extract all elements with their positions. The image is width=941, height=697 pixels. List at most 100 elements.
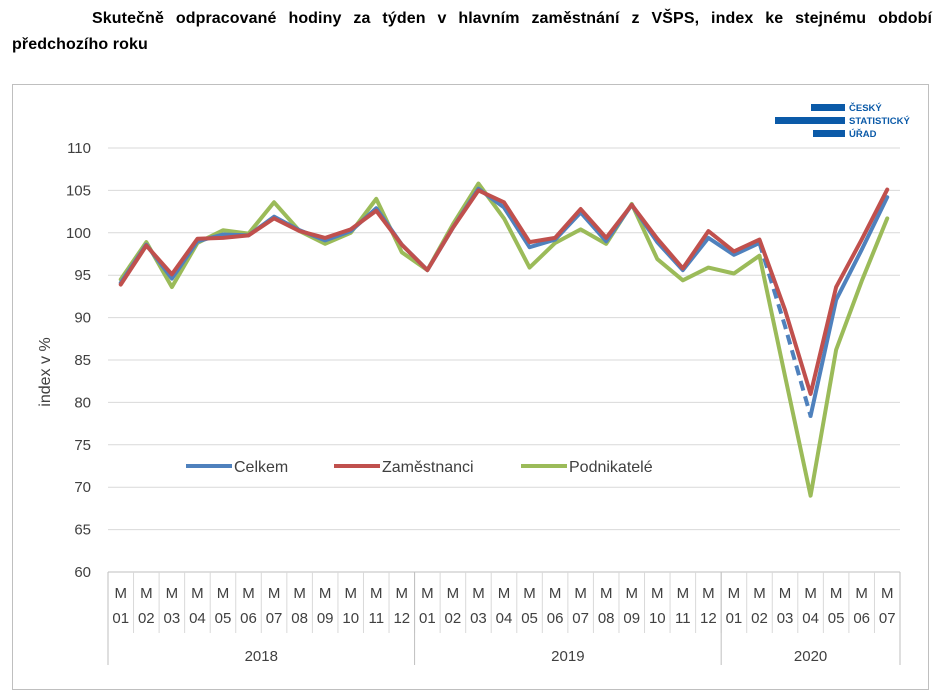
x-tick-label: 02 — [138, 610, 155, 627]
x-tick-label: 11 — [368, 610, 384, 627]
x-tick-label: 06 — [853, 610, 870, 627]
logo-text: STATISTICKÝ — [849, 115, 911, 127]
x-tick-label: 09 — [317, 610, 334, 627]
series-lines — [118, 181, 890, 498]
y-tick-label: 70 — [74, 479, 91, 496]
x-tick-label: M — [600, 585, 613, 602]
x-tick-label: 01 — [112, 610, 129, 627]
x-tick-label: 03 — [777, 610, 794, 627]
legend: Celkem Zaměstnanci Podnikatelé — [186, 459, 653, 476]
x-tick-label: M — [344, 585, 357, 602]
x-tick-label: M — [115, 585, 128, 602]
x-tick-label: M — [549, 585, 562, 602]
x-tick-label: 06 — [547, 610, 564, 627]
y-tick-label: 65 — [74, 522, 91, 539]
x-tick-label: 01 — [726, 610, 743, 627]
x-tick-label: M — [804, 585, 817, 602]
x-tick-label: 12 — [700, 610, 717, 627]
x-tick-label: M — [217, 585, 230, 602]
x-tick-label: M — [242, 585, 255, 602]
y-tick-label: 110 — [67, 140, 91, 157]
x-tick-label: M — [370, 585, 383, 602]
x-tick-label: M — [396, 585, 409, 602]
x-tick-label: M — [191, 585, 204, 602]
y-tick-label: 85 — [74, 352, 91, 369]
x-tick-label: M — [677, 585, 690, 602]
x-tick-label: M — [753, 585, 766, 602]
x-tick-label: 03 — [470, 610, 487, 627]
x-tick-label: 04 — [802, 610, 819, 627]
x-tick-label: M — [574, 585, 587, 602]
logo-bar — [813, 130, 845, 137]
series-line-podnikatelé — [118, 181, 890, 498]
x-tick-label: M — [447, 585, 460, 602]
x-tick-label: M — [728, 585, 741, 602]
x-tick-label: 03 — [164, 610, 181, 627]
x-tick-label: 12 — [393, 610, 410, 627]
x-tick-label: M — [268, 585, 281, 602]
y-tick-label: 105 — [66, 182, 91, 199]
y-tick-label: 75 — [74, 437, 91, 454]
y-tick-label: 100 — [66, 225, 91, 242]
logo-text: ČESKÝ — [849, 102, 882, 114]
x-tick-label: 05 — [521, 610, 538, 627]
x-tick-label: M — [166, 585, 179, 602]
x-tick-label: M — [140, 585, 153, 602]
x-tick-label: 10 — [342, 610, 359, 627]
x-tick-label: M — [319, 585, 332, 602]
x-tick-label: M — [702, 585, 715, 602]
x-tick-label: 04 — [189, 610, 206, 627]
x-tick-label: M — [472, 585, 485, 602]
y-tick-label: 95 — [74, 267, 91, 284]
chart-title: Skutečně odpracované hodiny za týden v h… — [12, 10, 932, 53]
x-axis: M 01 M 02 M 03 M 04 M 05 M 06 M 07 M 08 M 09 M 10 M 11 M 12 M 01 M… — [107, 571, 901, 665]
x-tick-label: 04 — [496, 610, 513, 627]
y-axis-label: index v % — [37, 337, 54, 406]
x-tick-label: M — [293, 585, 306, 602]
x-tick-label: 02 — [445, 610, 462, 627]
x-tick-label: M — [651, 585, 664, 602]
x-tick-label: 01 — [419, 610, 436, 627]
x-tick-label: 07 — [572, 610, 589, 627]
x-tick-label: 11 — [675, 610, 691, 627]
x-tick-label: 08 — [598, 610, 615, 627]
logo-bar — [775, 117, 845, 124]
year-label: 2020 — [794, 648, 827, 665]
x-tick-label: M — [881, 585, 894, 602]
x-tick-label: M — [523, 585, 536, 602]
x-tick-label: M — [625, 585, 638, 602]
y-tick-label: 80 — [74, 394, 91, 411]
year-label: 2019 — [551, 648, 584, 665]
x-tick-label: 05 — [828, 610, 845, 627]
series-line-zaměstnanci — [118, 187, 890, 396]
x-tick-label: 02 — [751, 610, 768, 627]
x-tick-label: 08 — [291, 610, 308, 627]
y-tick-label: 60 — [74, 564, 91, 581]
x-tick-label: M — [830, 585, 843, 602]
x-tick-label: 07 — [266, 610, 283, 627]
x-tick-label: M — [421, 585, 434, 602]
y-tick-label: 90 — [74, 310, 91, 327]
x-tick-label: M — [779, 585, 792, 602]
chart-frame — [12, 84, 929, 690]
x-tick-label: 10 — [649, 610, 666, 627]
legend-label: Celkem — [234, 459, 288, 476]
legend-label: Podnikatelé — [569, 459, 653, 476]
legend-label: Zaměstnanci — [382, 459, 474, 476]
x-tick-label: 06 — [240, 610, 257, 627]
year-label: 2018 — [245, 648, 278, 665]
series-line-celkem — [118, 186, 762, 285]
x-tick-label: M — [855, 585, 868, 602]
series-line-celkem — [808, 195, 890, 418]
x-tick-label: M — [498, 585, 511, 602]
gridlines — [108, 147, 900, 531]
x-tick-label: 09 — [623, 610, 640, 627]
x-tick-label: 05 — [215, 610, 232, 627]
logo-text: ÚŘAD — [849, 128, 877, 140]
series-line-dashed-celkem — [757, 242, 813, 417]
y-axis-ticks: 60 65 70 75 80 85 90 95 100 105 110 — [66, 140, 91, 581]
logo-bar — [811, 104, 845, 111]
x-tick-label: 07 — [879, 610, 896, 627]
